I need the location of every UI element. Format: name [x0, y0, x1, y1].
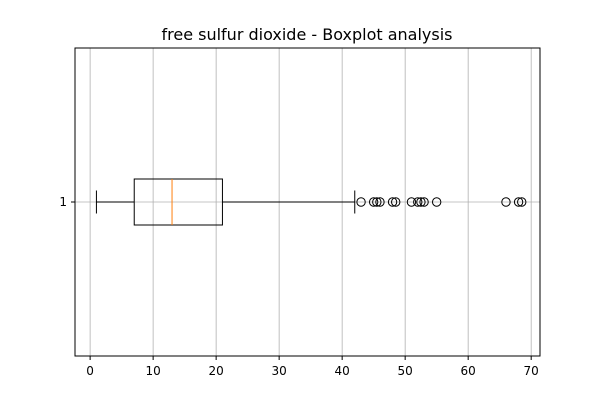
x-tick-label: 0 [86, 364, 94, 378]
x-tick-label: 30 [272, 364, 287, 378]
outlier-point [406, 197, 417, 207]
x-axis: 0 10 20 30 40 50 60 70 [86, 356, 539, 378]
outlier-point [513, 197, 524, 207]
outlier-point [517, 197, 527, 207]
x-tick-label: 50 [398, 364, 413, 378]
outlier-point [356, 197, 366, 207]
outlier-point [375, 197, 385, 207]
outlier-point [431, 197, 442, 207]
x-tick-label: 70 [524, 364, 539, 378]
outlier-point [391, 197, 401, 207]
outlier-point [413, 197, 423, 207]
chart-title: free sulfur dioxide - Boxplot analysis [161, 25, 452, 44]
x-tick-label: 60 [461, 364, 476, 378]
x-tick-label: 10 [145, 364, 160, 378]
outlier-point [368, 197, 379, 207]
y-tick-label: 1 [59, 195, 67, 209]
outlier-point [416, 197, 426, 207]
outlier-point [372, 197, 382, 207]
x-tick-label: 40 [335, 364, 350, 378]
outlier-point [501, 197, 511, 207]
boxplot-marks [95, 178, 527, 226]
y-axis: 1 [59, 195, 75, 209]
outlier-point [419, 197, 429, 207]
interquartile-box [133, 178, 223, 226]
outlier-point [387, 197, 398, 207]
x-tick-label: 20 [208, 364, 223, 378]
